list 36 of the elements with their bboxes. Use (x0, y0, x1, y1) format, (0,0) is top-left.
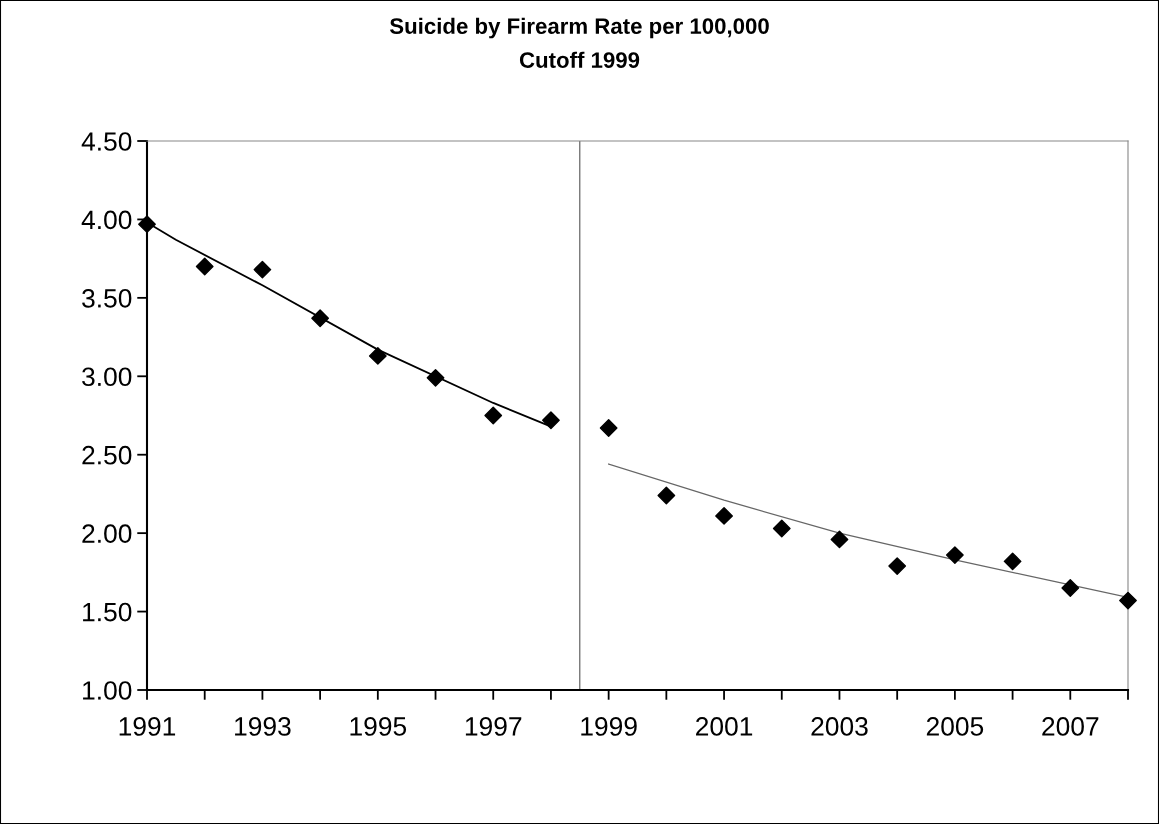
point (657, 486, 676, 505)
point (715, 506, 733, 525)
chart-title: Suicide by Firearm Rate per 100,000 (389, 17, 769, 39)
y-tick-label: 3.50 (82, 288, 132, 308)
x-tick-label: 2003 (811, 717, 868, 736)
y-tick-label: 3.00 (82, 367, 132, 387)
point (945, 546, 964, 565)
y-tick-label: 2.00 (82, 524, 132, 543)
point (888, 557, 907, 575)
point (195, 257, 214, 276)
point (1119, 591, 1137, 610)
x-tick-label: 2001 (696, 717, 753, 736)
point (368, 346, 387, 365)
point (830, 530, 849, 549)
point (311, 309, 330, 328)
x-tick-label: 2007 (1042, 717, 1099, 736)
chart-subtitle: Cutoff 1999 (519, 51, 640, 68)
y-tick-label: 2.50 (82, 445, 132, 465)
point (772, 519, 791, 538)
point (253, 260, 272, 279)
y-tick-label: 1.50 (83, 602, 132, 622)
point (542, 411, 560, 430)
x-tick-label: 1995 (350, 717, 407, 736)
point (484, 406, 503, 425)
point (599, 419, 618, 437)
point (426, 368, 445, 387)
x-tick-label: 1999 (581, 717, 637, 736)
x-tick-label: 1991 (119, 717, 176, 736)
x-tick-label: 1997 (465, 717, 522, 736)
point (1061, 579, 1080, 597)
y-tick-label: 4.50 (81, 132, 132, 151)
y-tick-label: 4.00 (81, 210, 132, 230)
y-tick-label: 1.00 (83, 681, 132, 700)
x-tick-label: 2005 (926, 717, 984, 736)
point (1003, 552, 1022, 571)
x-tick-label: 1993 (235, 717, 291, 736)
